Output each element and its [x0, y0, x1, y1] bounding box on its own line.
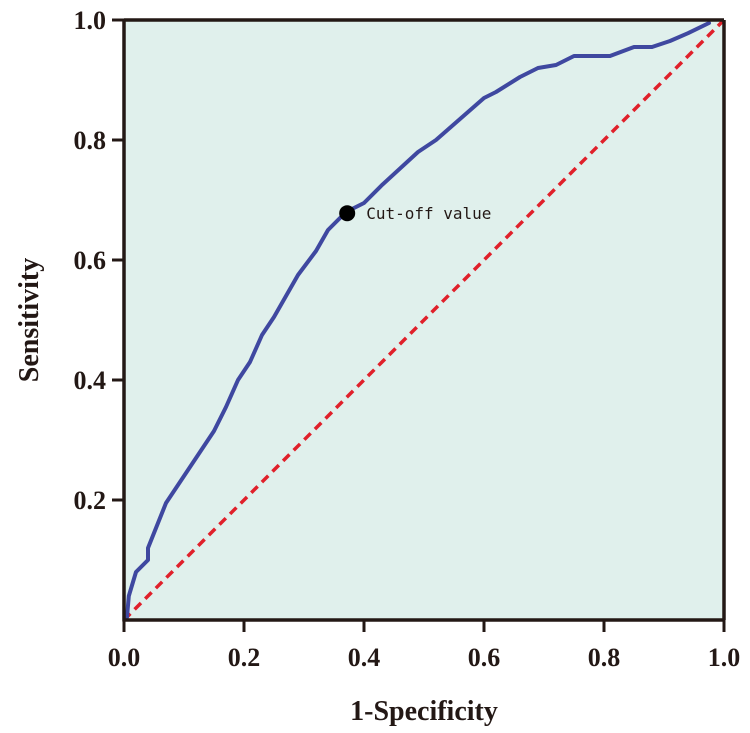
y-tick-label: 0.2: [74, 486, 107, 515]
x-tick-label: 0.8: [588, 643, 621, 672]
y-tick-label: 0.4: [74, 366, 107, 395]
x-tick-label: 0.0: [108, 643, 141, 672]
x-axis-title: 1-Specificity: [350, 696, 498, 727]
x-tick-label: 0.2: [228, 643, 261, 672]
cutoff-label: Cut-off value: [366, 204, 491, 223]
x-tick-label: 0.6: [468, 643, 501, 672]
cutoff-point-marker: [339, 205, 355, 221]
x-tick-label: 1.0: [708, 643, 741, 672]
x-tick-label: 0.4: [348, 643, 381, 672]
y-tick-label: 0.6: [74, 246, 107, 275]
y-axis-title: Sensitivity: [14, 258, 45, 382]
y-tick-label: 1.0: [74, 6, 107, 35]
y-tick-label: 0.8: [74, 126, 107, 155]
